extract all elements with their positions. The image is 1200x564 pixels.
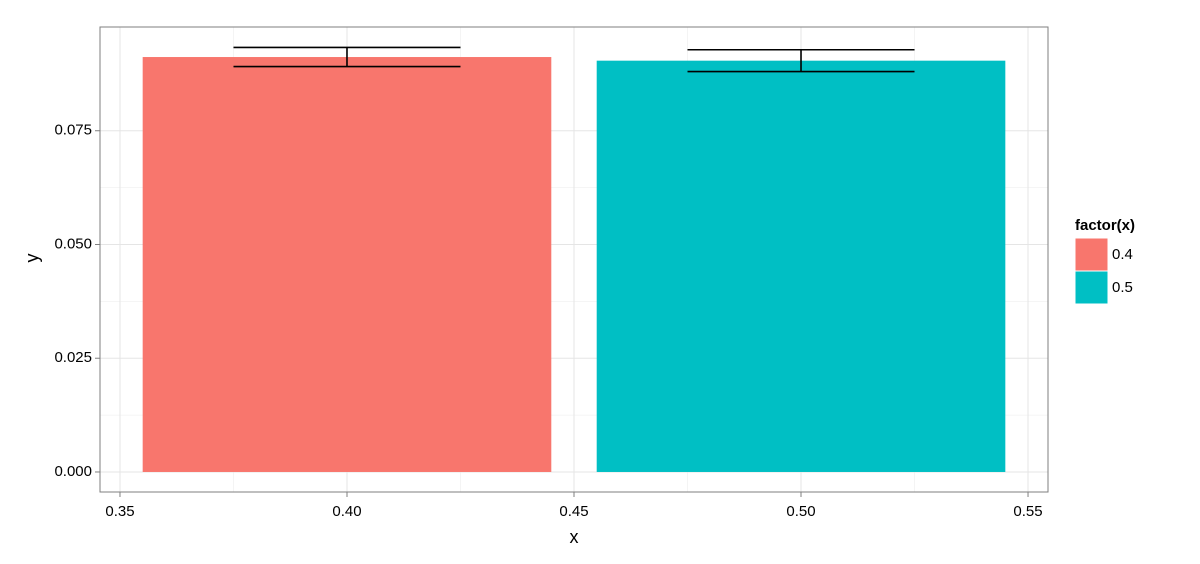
x-tick-label: 0.40 — [332, 503, 361, 520]
legend-label: 0.4 — [1112, 246, 1133, 263]
x-tick-label: 0.55 — [1013, 503, 1042, 520]
error-bar — [233, 46, 461, 68]
y-tick-label: 0.075 — [54, 122, 92, 139]
error-bar — [687, 48, 915, 73]
x-tick-label: 0.35 — [105, 503, 134, 520]
legend-title: factor(x) — [1075, 217, 1135, 234]
legend-key — [1074, 270, 1109, 305]
y-tick-label: 0.000 — [54, 463, 92, 480]
x-tick-label: 0.50 — [786, 503, 815, 520]
x-axis-title: x — [570, 527, 579, 547]
legend-label: 0.5 — [1112, 279, 1133, 296]
bar — [596, 60, 1006, 472]
x-tick-label: 0.45 — [559, 503, 588, 520]
bar — [142, 57, 552, 472]
y-tick-label: 0.025 — [54, 349, 92, 366]
legend-key — [1074, 237, 1109, 272]
panel-border — [99, 26, 1049, 493]
y-axis-title: y — [22, 254, 42, 263]
y-tick-label: 0.050 — [54, 235, 92, 252]
